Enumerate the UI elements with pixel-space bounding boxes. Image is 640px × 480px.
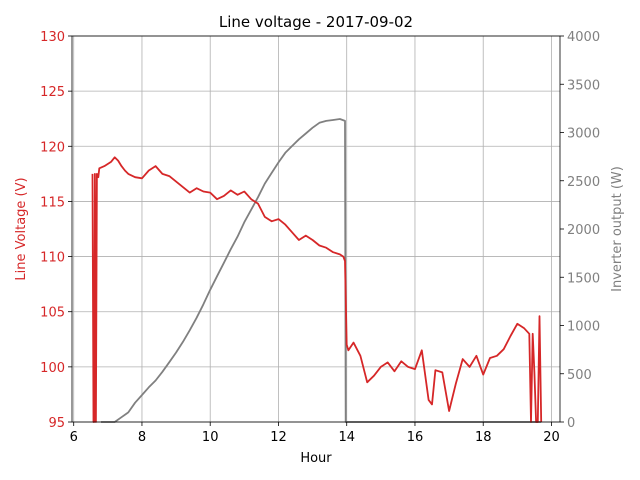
left-y-tick-label: 130 — [40, 30, 65, 45]
left-y-axis: 95 100 105 110 115 120 125 130 — [40, 30, 72, 431]
left-y-tick-label: 115 — [40, 195, 65, 210]
left-y-tick-label: 110 — [40, 251, 65, 266]
chart-title: Line voltage - 2017-09-02 — [219, 13, 413, 31]
inverter-output-series — [101, 118, 542, 423]
right-y-tick-label: 1000 — [567, 320, 600, 335]
x-tick-label: 6 — [70, 430, 78, 445]
right-y-axis-label: Inverter output (W) — [610, 166, 625, 292]
left-y-axis-label: Line Voltage (V) — [14, 177, 29, 280]
right-y-tick-label: 4000 — [567, 30, 600, 45]
left-y-tick-label: 125 — [40, 85, 65, 100]
right-y-tick-label: 2000 — [567, 223, 600, 238]
x-tick-label: 12 — [270, 430, 287, 445]
x-tick-label: 18 — [475, 430, 492, 445]
right-y-axis: 0 500 1000 1500 2000 2500 3000 3500 4000 — [560, 30, 600, 431]
x-tick-label: 20 — [543, 430, 560, 445]
right-y-tick-label: 0 — [567, 416, 575, 431]
x-tick-label: 10 — [202, 430, 219, 445]
grid-lines — [72, 35, 560, 423]
left-y-tick-label: 120 — [40, 140, 65, 155]
x-tick-label: 16 — [407, 430, 424, 445]
line-voltage-series — [91, 156, 543, 423]
right-y-tick-label: 1500 — [567, 271, 600, 286]
x-tick-label: 8 — [138, 430, 146, 445]
right-y-tick-label: 3000 — [567, 127, 600, 142]
x-axis-label: Hour — [300, 451, 332, 466]
right-y-tick-label: 3500 — [567, 78, 600, 93]
left-y-tick-label: 100 — [40, 361, 65, 376]
series-layer — [91, 118, 543, 423]
left-y-tick-label: 95 — [48, 416, 65, 431]
left-y-tick-label: 105 — [40, 306, 65, 321]
x-axis: 6 8 10 12 14 16 18 20 — [70, 422, 560, 445]
right-y-tick-label: 500 — [567, 368, 592, 383]
x-tick-label: 14 — [338, 430, 355, 445]
right-y-tick-label: 2500 — [567, 175, 600, 190]
